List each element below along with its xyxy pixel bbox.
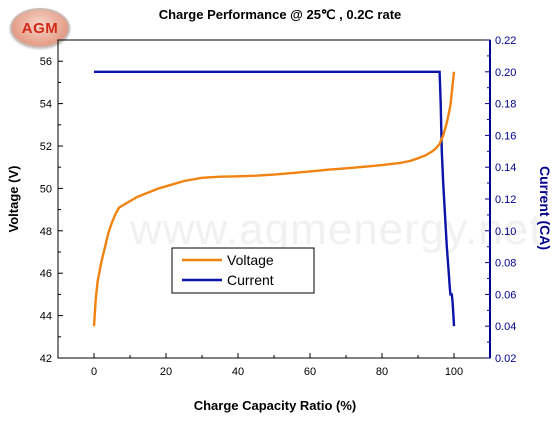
current-series-line: [94, 70, 456, 327]
left-y-tick-label: 54: [40, 99, 52, 111]
left-y-tick-label: 50: [40, 183, 52, 195]
x-tick-label: 100: [445, 366, 463, 378]
x-axis: 0 20 40 60 80 100: [57, 353, 491, 378]
left-y-tick-label: 46: [40, 268, 52, 280]
right-y-tick-label: 0.22: [495, 35, 516, 47]
right-y-tick-label: 0.06: [495, 289, 516, 301]
agm-logo: AGM: [10, 8, 70, 48]
x-tick-label: 60: [304, 366, 316, 378]
watermark: www.agmenergy.net: [130, 205, 543, 254]
right-y-tick-label: 0.12: [495, 194, 516, 206]
chart-title: Charge Performance @ 25℃ , 0.2C rate: [159, 7, 402, 22]
right-y-tick-label: 0.16: [495, 130, 516, 142]
legend: Voltage Current: [171, 247, 315, 294]
left-y-tick-label: 52: [40, 141, 52, 153]
logo-text: AGM: [21, 19, 59, 37]
x-tick-label: 20: [160, 366, 172, 378]
left-y-tick-label: 42: [40, 353, 52, 365]
legend-box: [171, 247, 315, 294]
x-tick-label: 0: [91, 366, 97, 378]
right-y-tick-label: 0.10: [495, 226, 516, 238]
plot-frame: [57, 39, 491, 359]
right-y-tick-label: 0.14: [495, 162, 516, 174]
left-y-tick-label: 48: [40, 226, 52, 238]
x-axis-label: Charge Capacity Ratio (%): [194, 398, 357, 413]
left-y-tick-label: 56: [40, 56, 52, 68]
right-y-tick-label: 0.02: [495, 353, 516, 365]
left-y-tick-label: 44: [40, 311, 52, 323]
legend-current-label: Current: [227, 272, 274, 288]
right-y-axis-label: Current (CA): [537, 166, 553, 250]
left-y-axis: 42 44 46 48 50 52 54 56: [40, 39, 63, 365]
right-y-tick-label: 0.18: [495, 99, 516, 111]
x-tick-label: 40: [232, 366, 244, 378]
voltage-series-line: [92, 71, 456, 327]
x-tick-label: 80: [376, 366, 388, 378]
right-y-tick-label: 0.08: [495, 258, 516, 270]
left-y-axis-label: Voltage (V): [6, 166, 21, 233]
right-y-tick-label: 0.04: [495, 321, 516, 333]
right-y-tick-label: 0.20: [495, 67, 516, 79]
legend-voltage-label: Voltage: [227, 252, 274, 268]
